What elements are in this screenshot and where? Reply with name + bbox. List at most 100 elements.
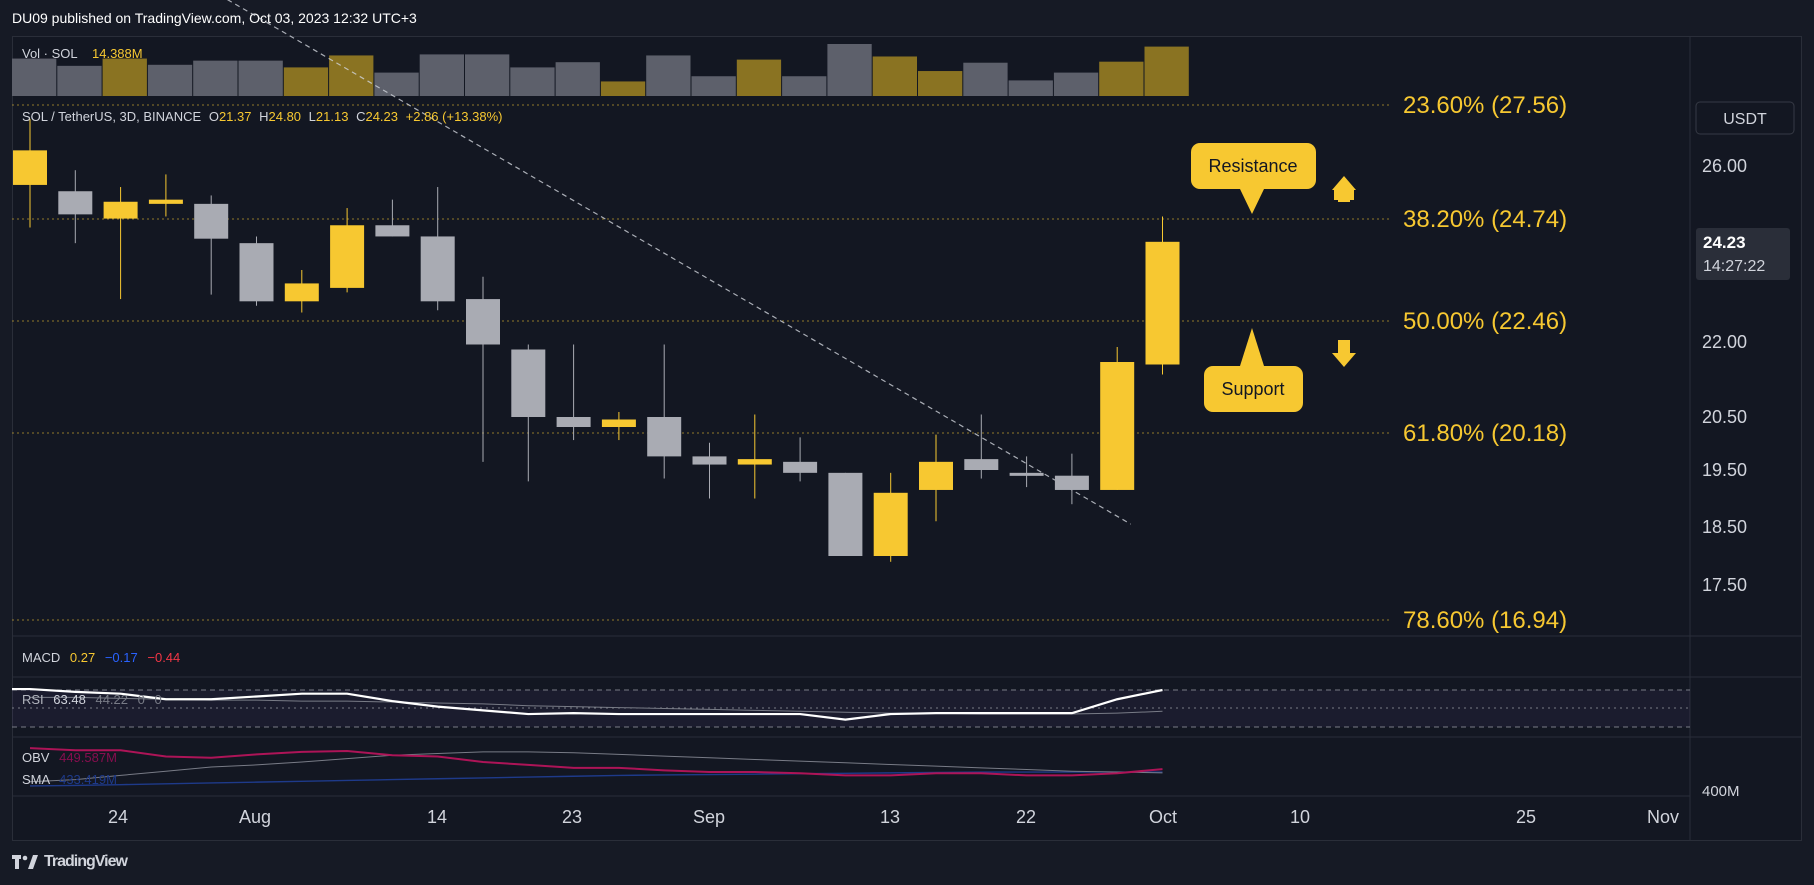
rsi-legend: RSI 63.48 44.22 0 0 xyxy=(22,692,162,707)
currency-box[interactable] xyxy=(1695,101,1795,135)
volume-bar xyxy=(465,54,510,96)
volume-bar xyxy=(419,54,464,96)
candle-body xyxy=(692,456,727,465)
fib-label: 50.00% (22.46) xyxy=(1403,308,1567,335)
volume-bar xyxy=(12,58,57,96)
fib-label: 38.20% (24.74) xyxy=(1403,206,1567,233)
resistance-pointer xyxy=(1240,189,1264,214)
volume-bar xyxy=(691,76,736,96)
arrow-down-icon xyxy=(1332,340,1356,367)
ohlc-c-label: C xyxy=(356,109,365,124)
support-pointer xyxy=(1240,328,1264,366)
ohlc-h-value: 24.80 xyxy=(269,109,302,124)
time-axis: 24 Aug 14 23 Sep 13 22 Oct 10 25 Nov xyxy=(108,807,1679,827)
trendline-layer xyxy=(227,0,1132,525)
volume-bar xyxy=(646,55,691,96)
price-tick-label: 19.50 xyxy=(1702,460,1747,480)
published-header: DU09 published on TradingView.com, Oct 0… xyxy=(12,10,417,26)
candle-body xyxy=(1054,475,1089,490)
candle-body xyxy=(284,283,319,302)
candle-body xyxy=(511,349,546,417)
resistance-bubble xyxy=(1191,143,1316,189)
x-tick-label: 24 xyxy=(108,807,128,827)
macd-v2: −0.17 xyxy=(105,650,138,665)
rsi-v3: 0 xyxy=(138,692,145,707)
ohlc-h-label: H xyxy=(259,109,268,124)
ohlc-o-label: O xyxy=(209,109,219,124)
ohlc-c-value: 24.23 xyxy=(365,109,398,124)
volume-bar xyxy=(238,60,283,96)
fib-label: 23.60% (27.56) xyxy=(1403,92,1567,119)
candle-body xyxy=(148,199,183,204)
volume-bar xyxy=(555,62,600,96)
candle-body xyxy=(58,191,93,215)
candle-body xyxy=(239,243,274,302)
support-callout: Support xyxy=(1204,328,1303,412)
candle-body xyxy=(647,417,682,457)
obv-axis-label: 400M xyxy=(1702,783,1740,800)
rsi-v1: 63.48 xyxy=(53,692,86,707)
candle-body xyxy=(556,417,591,427)
candles xyxy=(13,119,1180,562)
volume-bar xyxy=(736,59,782,96)
candle-body xyxy=(737,459,772,465)
symbol-legend: SOL / TetherUS, 3D, BINANCE O21.37 H24.8… xyxy=(22,109,503,124)
last-price-badge xyxy=(1696,228,1790,280)
x-tick-label: Oct xyxy=(1149,807,1177,827)
candle-body xyxy=(964,459,999,470)
volume-bar xyxy=(102,58,147,96)
volume-bar xyxy=(374,72,419,96)
volume-bar xyxy=(600,81,646,96)
rsi-line xyxy=(12,687,1163,721)
volume-legend-label: Vol · SOL xyxy=(22,46,78,61)
macd-v1: 0.27 xyxy=(70,650,95,665)
price-tick-label: 18.50 xyxy=(1702,517,1747,537)
obv-label: OBV xyxy=(22,750,50,765)
macd-v3: −0.44 xyxy=(147,650,180,665)
x-tick-label: 14 xyxy=(427,807,447,827)
volume-bar xyxy=(283,67,329,96)
candle-body xyxy=(1009,472,1044,476)
volume-bar xyxy=(1099,61,1144,96)
obv-legend: OBV 449.587M xyxy=(22,750,117,765)
volume-bar xyxy=(329,55,374,96)
footer: TradingView xyxy=(12,853,128,871)
volume-bar xyxy=(193,60,238,96)
volume-bar xyxy=(782,76,827,96)
fib-levels: 23.60% (27.56) 38.20% (24.74) 50.00% (22.4… xyxy=(12,92,1567,634)
macd-label: MACD xyxy=(22,650,60,665)
resistance-callout: Resistance xyxy=(1191,143,1316,214)
volume-legend-value: 14.388M xyxy=(92,46,143,61)
ohlc-change: +2.86 (+13.38%) xyxy=(406,109,503,124)
price-tick-label: 17.50 xyxy=(1702,575,1747,595)
candle-body xyxy=(783,461,818,473)
price-tick-label: 22.00 xyxy=(1702,332,1747,352)
volume-bar xyxy=(827,44,872,96)
candle-body xyxy=(420,236,455,302)
volume-pane xyxy=(12,44,1189,96)
candle-body xyxy=(873,492,908,556)
x-tick-label: 22 xyxy=(1016,807,1036,827)
volume-bar xyxy=(1053,72,1099,96)
support-label: Support xyxy=(1221,379,1284,399)
symbol-name: SOL / TetherUS, 3D, BINANCE xyxy=(22,109,202,124)
last-price-countdown: 14:27:22 xyxy=(1703,258,1765,275)
x-tick-label: 23 xyxy=(562,807,582,827)
chart-panel[interactable] xyxy=(12,36,1802,841)
price-tick-label: 26.00 xyxy=(1702,156,1747,176)
candle-body xyxy=(919,461,953,490)
price-tick-label: 20.50 xyxy=(1702,407,1747,427)
candle-body xyxy=(1100,362,1135,490)
candle-body xyxy=(601,419,636,427)
volume-bar xyxy=(963,62,1008,96)
candle-body xyxy=(330,225,365,288)
volume-bar xyxy=(147,64,193,96)
resistance-label: Resistance xyxy=(1208,156,1297,176)
x-tick-label: Sep xyxy=(693,807,725,827)
obv-sma-line xyxy=(29,771,1163,787)
volume-bar xyxy=(57,65,102,96)
ohlc-o-value: 21.37 xyxy=(219,109,252,124)
x-tick-label: Nov xyxy=(1647,807,1679,827)
sma-value: 433.419M xyxy=(59,772,117,787)
